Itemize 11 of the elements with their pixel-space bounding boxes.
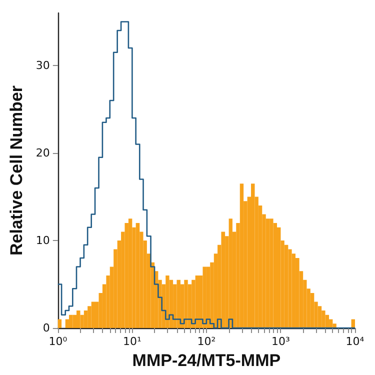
x-axis-title: MMP-24/MT5-MMP	[132, 351, 281, 370]
y-tick-label: 10	[36, 234, 50, 247]
y-axis-title: Relative Cell Number	[7, 85, 26, 256]
y-tick-label: 0	[42, 322, 50, 334]
x-tick-label: 10⁴	[346, 335, 365, 348]
x-tick-label: 10¹	[122, 335, 142, 348]
x-tick-label: 10³	[272, 335, 290, 348]
y-tick-label: 20	[36, 146, 50, 160]
x-tick-label: 10²	[197, 335, 216, 348]
y-tick-label: 30	[36, 59, 50, 72]
x-tick-label: 10⁰	[48, 335, 68, 348]
